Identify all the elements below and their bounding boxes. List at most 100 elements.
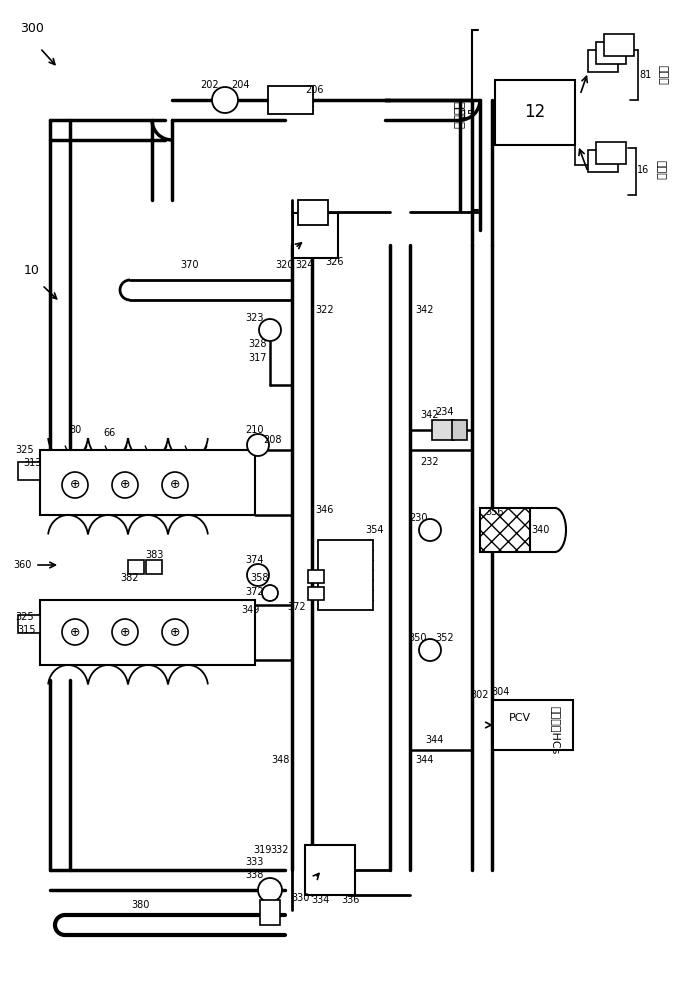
Bar <box>596 142 626 164</box>
Text: 230: 230 <box>409 513 428 523</box>
Text: ⊕: ⊕ <box>120 626 130 639</box>
Bar <box>318 540 373 610</box>
Text: 16: 16 <box>637 165 649 175</box>
Circle shape <box>419 639 441 661</box>
Circle shape <box>112 619 138 645</box>
Text: 372: 372 <box>246 587 264 597</box>
Text: 传感器: 传感器 <box>655 160 665 180</box>
Text: 30: 30 <box>69 425 81 435</box>
Circle shape <box>247 564 269 586</box>
Text: 317: 317 <box>249 353 267 363</box>
Text: 334: 334 <box>311 895 329 905</box>
Text: ⊕: ⊕ <box>120 479 130 491</box>
Bar <box>268 86 313 114</box>
Text: 328: 328 <box>249 339 267 349</box>
Text: 319: 319 <box>253 845 271 855</box>
Circle shape <box>162 472 188 498</box>
Text: 致动器: 致动器 <box>657 65 667 85</box>
Bar <box>308 570 324 583</box>
Text: 206: 206 <box>306 85 324 95</box>
Text: 338: 338 <box>246 870 264 880</box>
Text: 10: 10 <box>24 263 40 276</box>
Text: 350: 350 <box>409 633 428 643</box>
Text: 356: 356 <box>486 507 504 517</box>
Text: 340: 340 <box>531 525 549 535</box>
Text: 344: 344 <box>416 755 434 765</box>
Text: 333: 333 <box>246 857 264 867</box>
Bar <box>495 80 575 145</box>
Text: 300: 300 <box>20 21 44 34</box>
Text: 313: 313 <box>24 458 42 468</box>
Text: ⊕: ⊕ <box>70 479 80 491</box>
Bar <box>588 150 618 172</box>
Circle shape <box>62 472 88 498</box>
Text: 344: 344 <box>426 735 444 745</box>
Bar <box>493 700 573 750</box>
Text: 控制系统: 控制系统 <box>451 101 464 129</box>
Text: 210: 210 <box>246 425 264 435</box>
Circle shape <box>62 619 88 645</box>
Text: 336: 336 <box>341 895 359 905</box>
Text: 342: 342 <box>416 305 434 315</box>
Text: 370: 370 <box>181 260 199 270</box>
Text: ⊕: ⊕ <box>170 479 181 491</box>
Text: ⊕: ⊕ <box>170 626 181 639</box>
Text: 234: 234 <box>436 407 454 417</box>
Bar <box>588 50 618 72</box>
Circle shape <box>259 319 281 341</box>
Text: 被吹扫的HCs: 被吹扫的HCs <box>550 706 560 754</box>
Text: 380: 380 <box>131 900 149 910</box>
Circle shape <box>262 585 278 601</box>
Circle shape <box>258 878 282 902</box>
Text: 374: 374 <box>246 555 264 565</box>
Text: 324: 324 <box>295 260 314 270</box>
Text: 354: 354 <box>366 525 384 535</box>
Text: 15: 15 <box>461 110 475 120</box>
Bar <box>452 420 467 440</box>
Bar <box>432 420 454 440</box>
Text: 352: 352 <box>436 633 454 643</box>
Circle shape <box>247 434 269 456</box>
Bar <box>305 845 355 895</box>
Text: 304: 304 <box>491 687 509 697</box>
Text: 204: 204 <box>231 80 249 90</box>
Text: 349: 349 <box>241 605 259 615</box>
Bar <box>40 450 255 515</box>
Text: PCV: PCV <box>509 713 531 723</box>
Text: 208: 208 <box>263 435 281 445</box>
Bar <box>260 900 280 925</box>
Text: 342: 342 <box>421 410 439 420</box>
Text: 12: 12 <box>525 103 546 121</box>
Text: 383: 383 <box>146 550 164 560</box>
Bar <box>480 508 530 552</box>
Text: 66: 66 <box>104 428 116 438</box>
Text: 323: 323 <box>246 313 264 323</box>
Text: 360: 360 <box>13 560 31 570</box>
Text: 326: 326 <box>326 257 344 267</box>
Text: 358: 358 <box>251 573 269 583</box>
Bar <box>298 200 328 225</box>
Bar <box>40 600 255 665</box>
Text: 348: 348 <box>271 755 289 765</box>
Text: 382: 382 <box>121 573 140 583</box>
Text: ⊕: ⊕ <box>70 626 80 639</box>
Bar <box>128 560 144 574</box>
Text: 302: 302 <box>471 690 489 700</box>
Text: 315: 315 <box>18 625 36 635</box>
Bar <box>604 34 634 56</box>
Circle shape <box>212 87 238 113</box>
Text: 322: 322 <box>316 305 334 315</box>
Circle shape <box>112 472 138 498</box>
Text: 346: 346 <box>316 505 334 515</box>
Text: 372: 372 <box>288 602 306 612</box>
Circle shape <box>162 619 188 645</box>
Text: 232: 232 <box>421 457 439 467</box>
Text: 325: 325 <box>16 445 34 455</box>
Text: 202: 202 <box>200 80 220 90</box>
Bar <box>293 213 338 258</box>
Text: 325: 325 <box>16 612 34 622</box>
Text: 332: 332 <box>271 845 289 855</box>
Bar <box>146 560 162 574</box>
Bar <box>596 42 626 64</box>
Text: 81: 81 <box>639 70 651 80</box>
